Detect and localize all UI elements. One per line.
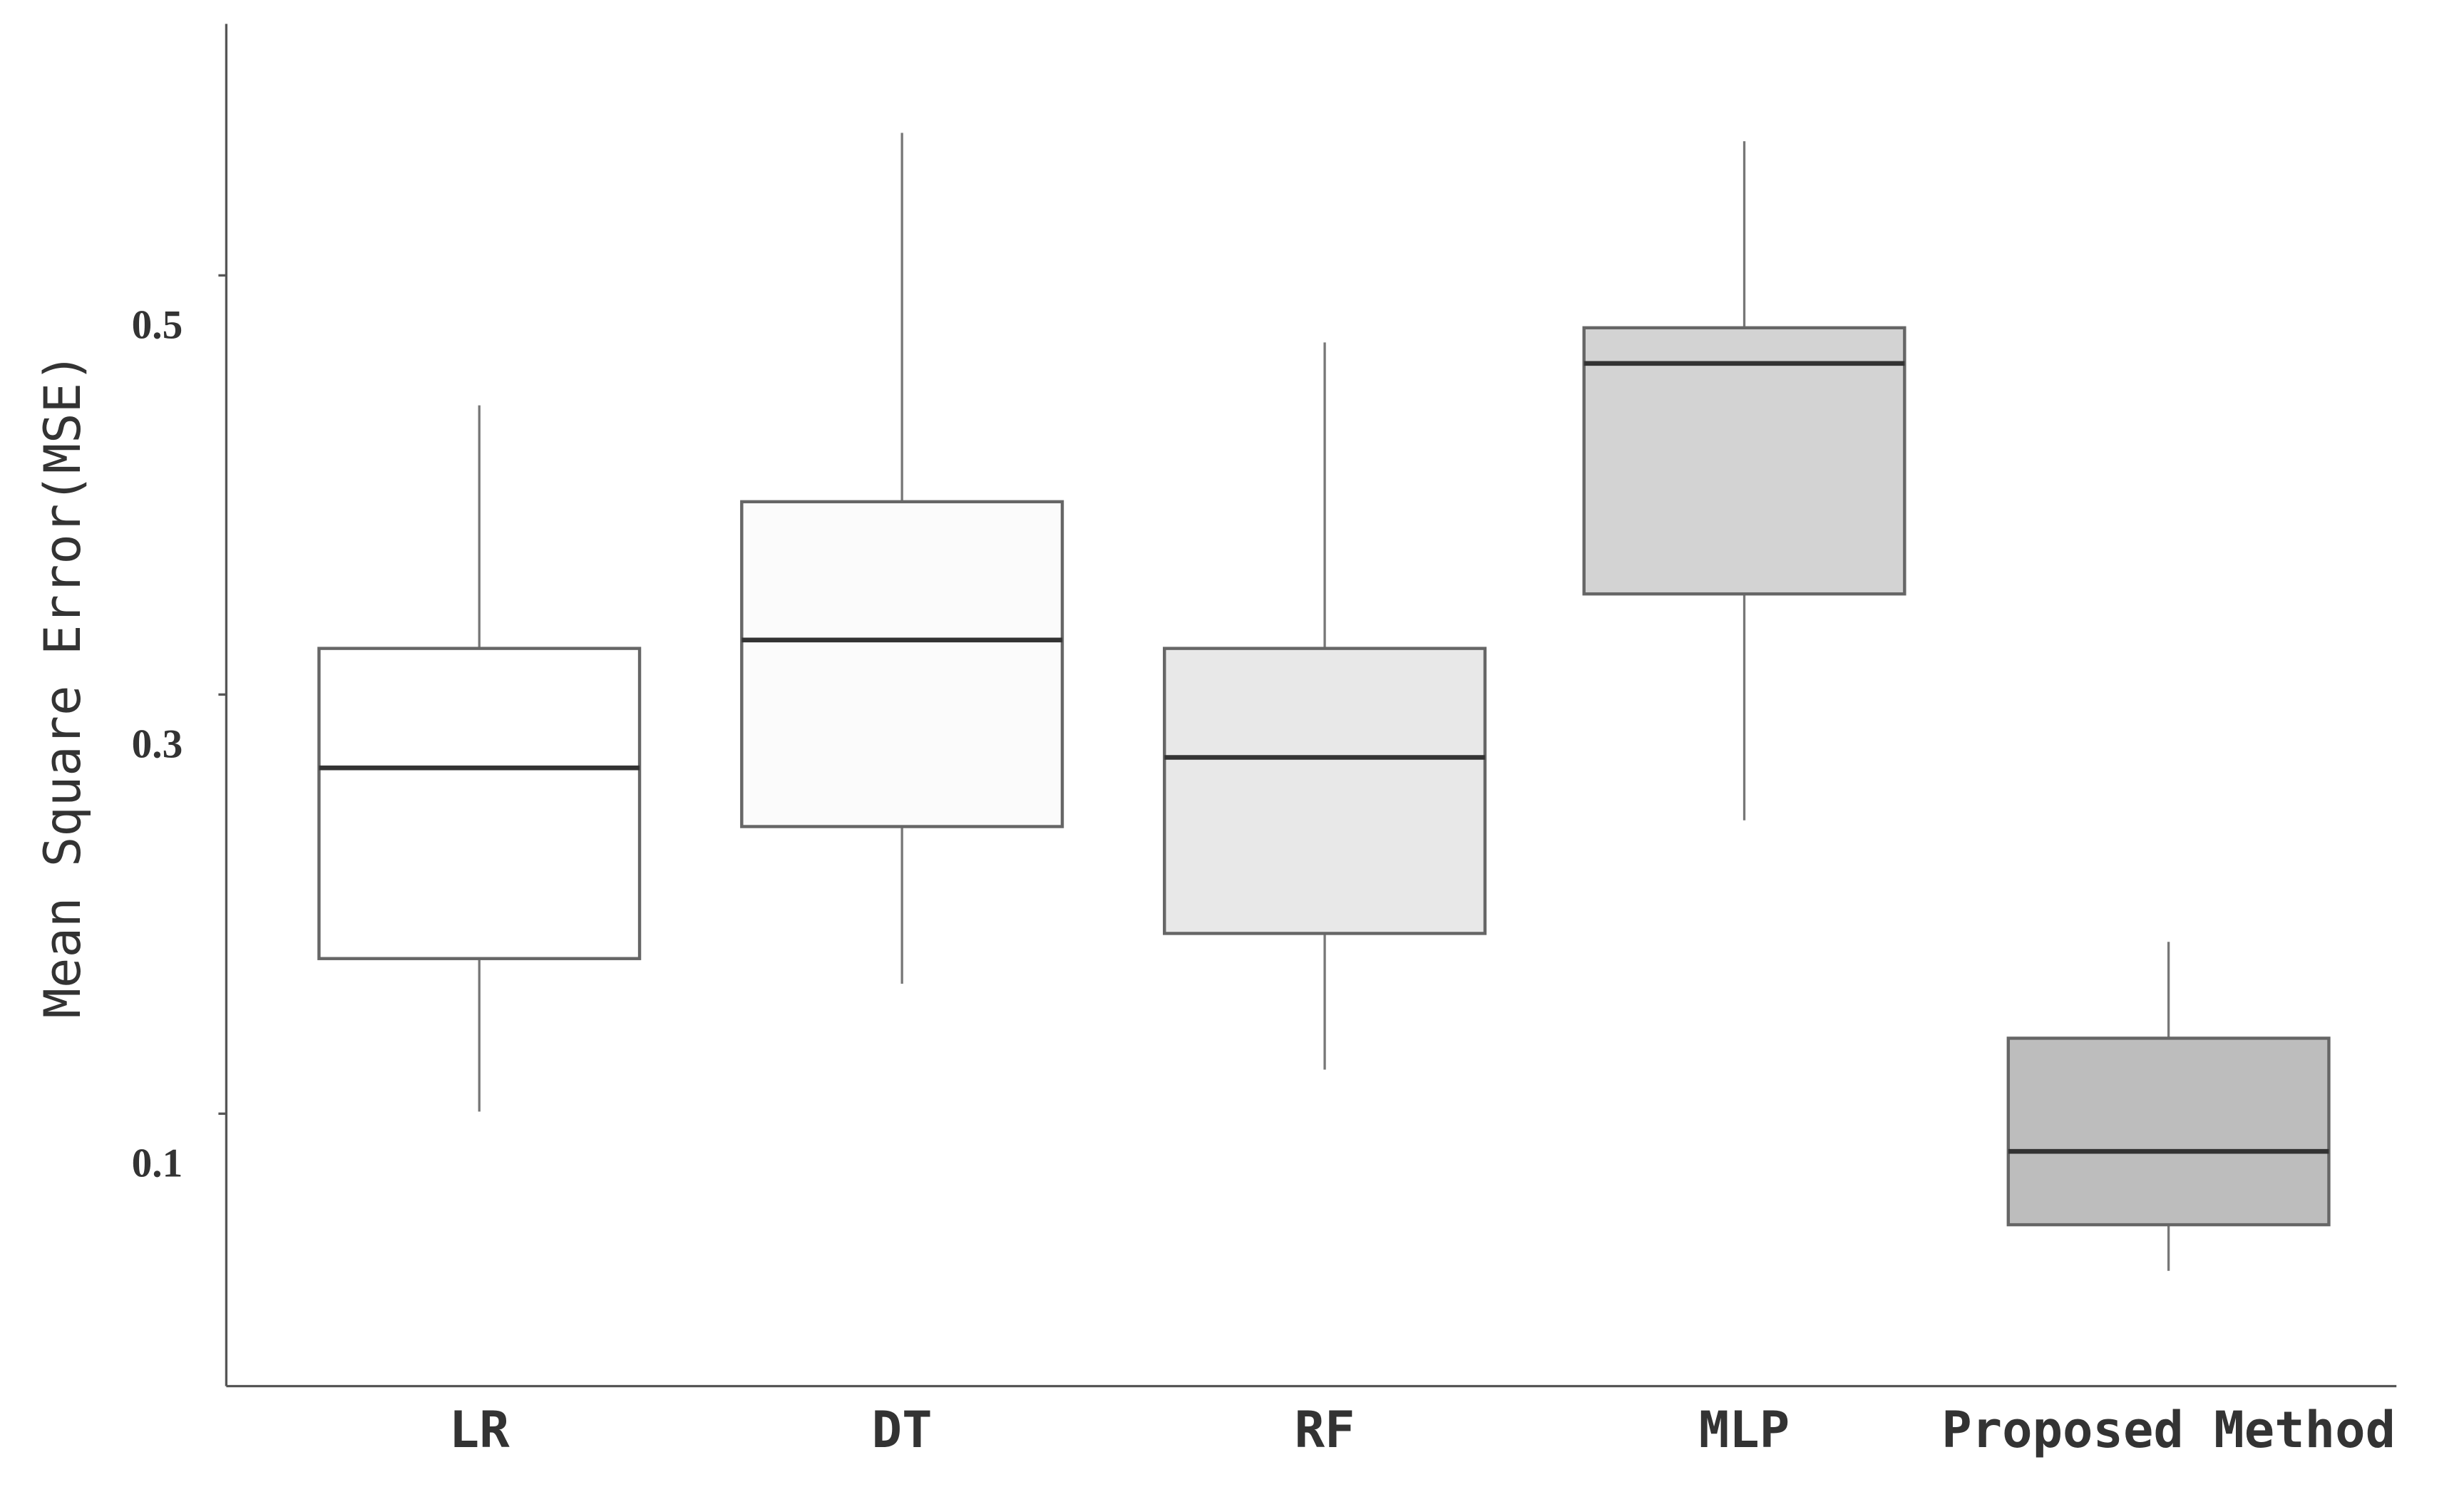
y-tick-label: 0.3 [132, 721, 183, 766]
x-tick-label: MLP [1699, 1401, 1790, 1459]
box [740, 500, 1064, 828]
y-tick-label: 0.5 [132, 302, 183, 347]
y-axis-label: Mean Square Error(MSE) [34, 352, 92, 1018]
box [2006, 1036, 2331, 1227]
x-tick-label: RF [1295, 1401, 1355, 1459]
x-tick-label: DT [872, 1401, 933, 1459]
y-tick-label: 0.1 [132, 1141, 183, 1185]
box [317, 647, 642, 960]
box [1163, 647, 1487, 935]
box [1582, 326, 1906, 596]
x-tick-label: LR [449, 1401, 510, 1459]
x-tick-label: Proposed Method [1941, 1401, 2396, 1459]
